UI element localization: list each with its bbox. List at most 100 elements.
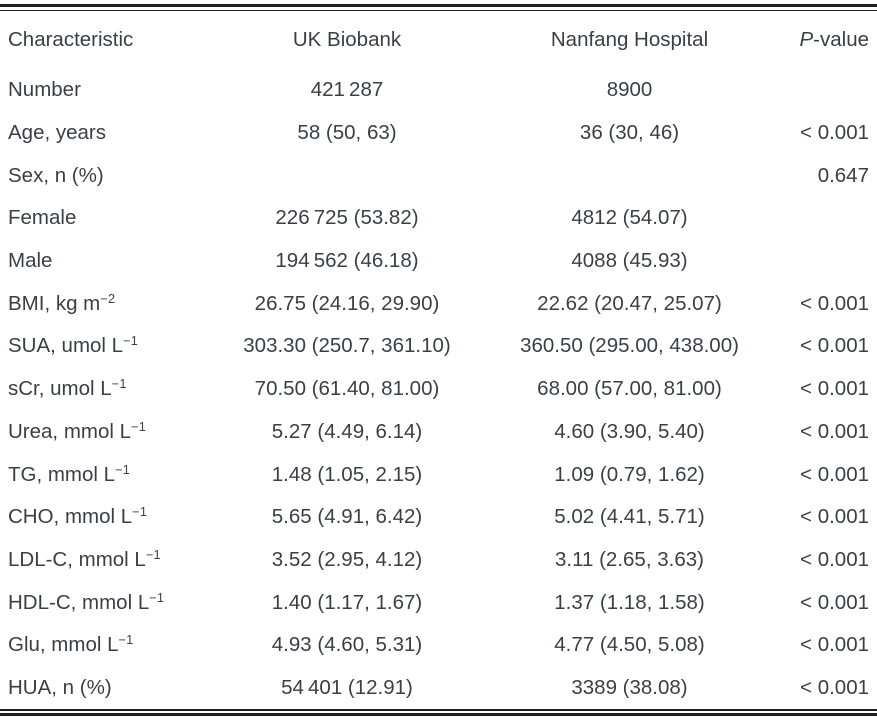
uk-biobank-value: 70.50 (61.40, 81.00) — [254, 377, 440, 401]
nanfang-hospital-value: 4088 (45.93) — [571, 249, 688, 273]
nanfang-hospital-value: 3389 (38.08) — [571, 675, 688, 699]
uk-biobank-value: 226 725 (53.82) — [275, 206, 419, 230]
characteristics-table-block: Characteristic UK Biobank Nanfang Hospit… — [0, 4, 877, 716]
p-value: < 0.001 — [800, 505, 869, 529]
table-row: SUA, umol L−1 303.30 (250.7, 361.10) 360.5… — [0, 325, 869, 368]
unit-superscript: −1 — [123, 333, 139, 349]
p-value-rest: -value — [813, 28, 869, 51]
p-value: < 0.001 — [800, 291, 869, 315]
p-value: < 0.001 — [800, 590, 869, 614]
row-label: Male — [8, 249, 53, 273]
uk-biobank-value: 54 401 (12.91) — [281, 675, 413, 699]
uk-biobank-value: 5.65 (4.91, 6.42) — [271, 505, 423, 529]
table-row: BMI, kg m−2 26.75 (24.16, 29.90) 22.62 (20… — [0, 282, 869, 325]
table-row: sCr, umol L−1 70.50 (61.40, 81.00) 68.00 (… — [0, 368, 869, 411]
unit-superscript: −1 — [149, 589, 165, 605]
uk-biobank-value — [222, 154, 472, 197]
header-nanfang-hospital: Nanfang Hospital — [550, 28, 709, 51]
uk-biobank-value: 194 562 (46.18) — [275, 249, 419, 273]
uk-biobank-value: 3.52 (2.95, 4.12) — [271, 547, 423, 571]
uk-biobank-value: 58 (50, 63) — [297, 121, 397, 145]
row-label: Female — [8, 206, 77, 230]
p-value: < 0.001 — [800, 334, 869, 358]
top-rule-thin — [0, 9, 877, 11]
table-row: Age, years 58 (50, 63) 36 (30, 46) < 0.001 — [0, 112, 869, 155]
table-row: Glu, mmol L−1 4.93 (4.60, 5.31) 4.77 (4.50… — [0, 624, 869, 667]
nanfang-hospital-value: 3.11 (2.65, 3.63) — [555, 547, 704, 571]
table-row: HDL-C, mmol L−1 1.40 (1.17, 1.67) 1.37 (1.… — [0, 581, 869, 624]
uk-biobank-value: 1.48 (1.05, 2.15) — [271, 462, 423, 486]
table-row: Urea, mmol L−1 5.27 (4.49, 6.14) 4.60 (3.9… — [0, 411, 869, 454]
p-value: < 0.001 — [800, 633, 869, 657]
unit-superscript: −2 — [100, 290, 116, 306]
row-label: sCr, umol L−1 — [8, 376, 127, 401]
header-uk-biobank: UK Biobank — [292, 28, 402, 51]
bottom-rule-thick — [0, 713, 877, 716]
table-row: Female 226 725 (53.82) 4812 (54.07) — [0, 197, 869, 240]
uk-biobank-value: 4.93 (4.60, 5.31) — [271, 633, 423, 657]
nanfang-hospital-value: 68.00 (57.00, 81.00) — [537, 377, 722, 401]
row-label: HUA, n (%) — [8, 675, 112, 699]
p-value — [787, 197, 869, 240]
table-row: Male 194 562 (46.18) 4088 (45.93) — [0, 240, 869, 283]
uk-biobank-value: 421 287 — [310, 78, 384, 102]
unit-superscript: −1 — [131, 418, 147, 434]
row-label: HDL-C, mmol L−1 — [8, 589, 165, 614]
p-value-italic-p: P — [799, 28, 814, 51]
row-label: Glu, mmol L−1 — [8, 632, 134, 657]
table-row: CHO, mmol L−1 5.65 (4.91, 6.42) 5.02 (4.41… — [0, 496, 869, 539]
characteristics-table: Characteristic UK Biobank Nanfang Hospit… — [0, 11, 869, 709]
nanfang-hospital-value: 4812 (54.07) — [571, 206, 688, 230]
bottom-rule-thin — [0, 709, 877, 711]
p-value: < 0.001 — [800, 547, 869, 571]
header-characteristic: Characteristic — [8, 28, 134, 51]
table-header: Characteristic UK Biobank Nanfang Hospit… — [0, 11, 869, 69]
nanfang-hospital-value — [472, 154, 787, 197]
unit-superscript: −1 — [145, 546, 161, 562]
header-row: Characteristic UK Biobank Nanfang Hospit… — [0, 11, 869, 69]
row-label: LDL-C, mmol L−1 — [8, 546, 161, 571]
nanfang-hospital-value: 36 (30, 46) — [579, 121, 680, 145]
table-row: Number 421 287 8900 — [0, 69, 869, 112]
row-label: CHO, mmol L−1 — [8, 504, 148, 529]
row-label: BMI, kg m−2 — [8, 290, 116, 315]
nanfang-hospital-value: 5.02 (4.41, 5.71) — [554, 505, 705, 529]
row-label: Urea, mmol L−1 — [8, 418, 147, 443]
uk-biobank-value: 5.27 (4.49, 6.14) — [271, 419, 423, 443]
uk-biobank-value: 1.40 (1.17, 1.67) — [271, 590, 423, 614]
p-value: < 0.001 — [800, 462, 869, 486]
table-row: LDL-C, mmol L−1 3.52 (2.95, 4.12) 3.11 (2.… — [0, 539, 869, 582]
row-label: Number — [8, 78, 81, 102]
p-value: < 0.001 — [800, 419, 869, 443]
unit-superscript: −1 — [115, 461, 131, 477]
nanfang-hospital-value: 360.50 (295.00, 438.00) — [520, 334, 739, 358]
p-value: < 0.001 — [800, 675, 869, 699]
uk-biobank-value: 303.30 (250.7, 361.10) — [243, 334, 451, 358]
p-value: < 0.001 — [800, 121, 869, 145]
p-value: 0.647 — [817, 163, 869, 187]
header-p-value: P-value — [787, 11, 869, 69]
nanfang-hospital-value: 22.62 (20.47, 25.07) — [537, 291, 722, 315]
table-row: Sex, n (%) 0.647 — [0, 154, 869, 197]
row-label: Sex, n (%) — [8, 163, 104, 187]
unit-superscript: −1 — [118, 632, 134, 648]
unit-superscript: −1 — [132, 504, 148, 520]
p-value — [787, 69, 869, 112]
uk-biobank-value: 26.75 (24.16, 29.90) — [254, 291, 440, 315]
table-body: Number 421 287 8900 Age, years 58 (50, 63) 36… — [0, 69, 869, 709]
nanfang-hospital-value: 1.09 (0.79, 1.62) — [554, 462, 705, 486]
p-value — [787, 240, 869, 283]
row-label: TG, mmol L−1 — [8, 461, 131, 486]
row-label: SUA, umol L−1 — [8, 333, 139, 358]
nanfang-hospital-value: 1.37 (1.18, 1.58) — [554, 590, 705, 614]
nanfang-hospital-value: 4.77 (4.50, 5.08) — [554, 633, 705, 657]
row-label: Age, years — [8, 121, 106, 145]
nanfang-hospital-value: 8900 — [606, 78, 653, 102]
nanfang-hospital-value: 4.60 (3.90, 5.40) — [554, 419, 705, 443]
table-row: HUA, n (%) 54 401 (12.91) 3389 (38.08) < 0.… — [0, 667, 869, 710]
p-value: < 0.001 — [800, 377, 869, 401]
table-row: TG, mmol L−1 1.48 (1.05, 2.15) 1.09 (0.79,… — [0, 453, 869, 496]
top-rule-thick — [0, 4, 877, 7]
unit-superscript: −1 — [111, 376, 127, 392]
